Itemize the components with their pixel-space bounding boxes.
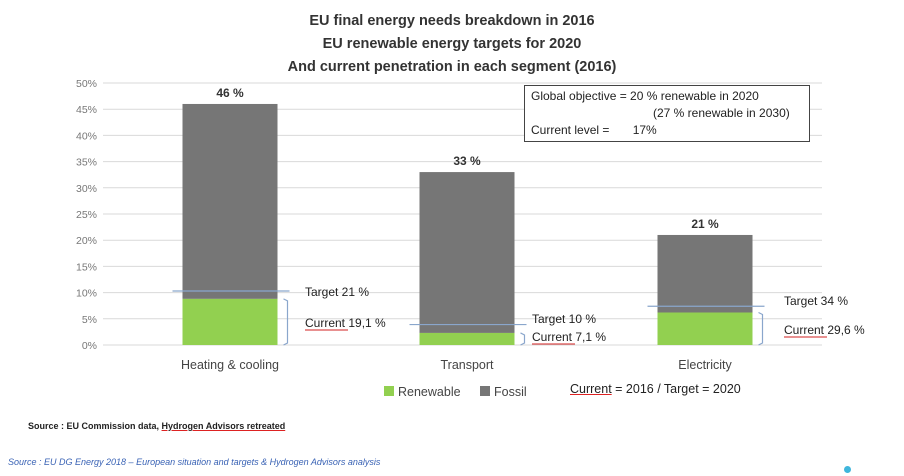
bar-fossil: [657, 234, 753, 313]
y-tick-label: 5%: [82, 314, 97, 326]
title-line-2: EU renewable energy targets for 2020: [322, 36, 582, 52]
period-note-current: Current: [570, 382, 612, 396]
info-line-1: Global objective = 20 % renewable in 202…: [531, 89, 759, 103]
info-line-2: (27 % renewable in 2030): [653, 106, 790, 120]
title-line-3: And current penetration in each segment …: [287, 59, 617, 75]
x-category-label: Electricity: [678, 358, 732, 372]
source-primary: Source : EU Commission data, Hydrogen Ad…: [28, 421, 285, 431]
source-primary-b: Hydrogen Advisors retreated: [161, 421, 286, 431]
y-tick-label: 10%: [76, 288, 97, 300]
current-bracket: [758, 311, 764, 346]
bar-total-label: 33 %: [453, 154, 481, 168]
legend-swatch-renewable: [384, 386, 394, 396]
chart-title: EU final energy needs breakdown in 2016 …: [0, 10, 904, 79]
legend-label-renewable: Renewable: [398, 385, 461, 399]
bar-renewable: [419, 332, 515, 345]
brand-dot-icon: [844, 466, 851, 473]
stacked-bar-chart: 0% 5% 10% 15% 20% 25% 30% 35% 40% 45% 50% 46 % Heati…: [76, 78, 865, 399]
y-tick-label: 30%: [76, 183, 97, 195]
y-tick-label: 35%: [76, 157, 97, 169]
target-label: Target 34 %: [784, 294, 848, 308]
current-label: Current 19,1 %: [305, 316, 386, 330]
y-tick-label: 40%: [76, 130, 97, 142]
current-label: Current 29,6 %: [784, 323, 865, 337]
target-label: Target 10 %: [532, 312, 596, 326]
y-tick-label: 45%: [76, 104, 97, 116]
current-label: Current 7,1 %: [532, 330, 606, 344]
x-category-label: Heating & cooling: [181, 358, 279, 372]
legend-swatch-fossil: [480, 386, 490, 396]
current-bracket: [283, 298, 289, 346]
bar-renewable: [657, 312, 753, 345]
bar-renewable: [182, 298, 278, 345]
source-primary-a: Source : EU Commission data,: [28, 421, 162, 431]
bar-fossil: [419, 172, 515, 333]
current-bracket: [520, 332, 526, 346]
y-tick-label: 15%: [76, 261, 97, 273]
bar-total-label: 46 %: [216, 86, 244, 100]
x-category-label: Transport: [440, 358, 494, 372]
y-tick-label: 0%: [82, 340, 97, 352]
y-tick-label: 25%: [76, 209, 97, 221]
source-secondary: Source : EU DG Energy 2018 – European si…: [8, 457, 381, 467]
y-tick-label: 20%: [76, 235, 97, 247]
legend-label-fossil: Fossil: [494, 385, 527, 399]
y-tick-label: 50%: [76, 78, 97, 90]
bar-fossil: [182, 103, 278, 299]
info-line-3: Current level = 17%: [531, 123, 657, 137]
period-note: Current = 2016 / Target = 2020: [570, 382, 741, 396]
bar-total-label: 21 %: [691, 217, 719, 231]
target-label: Target 21 %: [305, 285, 369, 299]
title-line-1: EU final energy needs breakdown in 2016: [309, 13, 595, 29]
global-objective-box: Global objective = 20 % renewable in 202…: [524, 85, 810, 142]
period-note-rest: = 2016 / Target = 2020: [611, 382, 741, 396]
